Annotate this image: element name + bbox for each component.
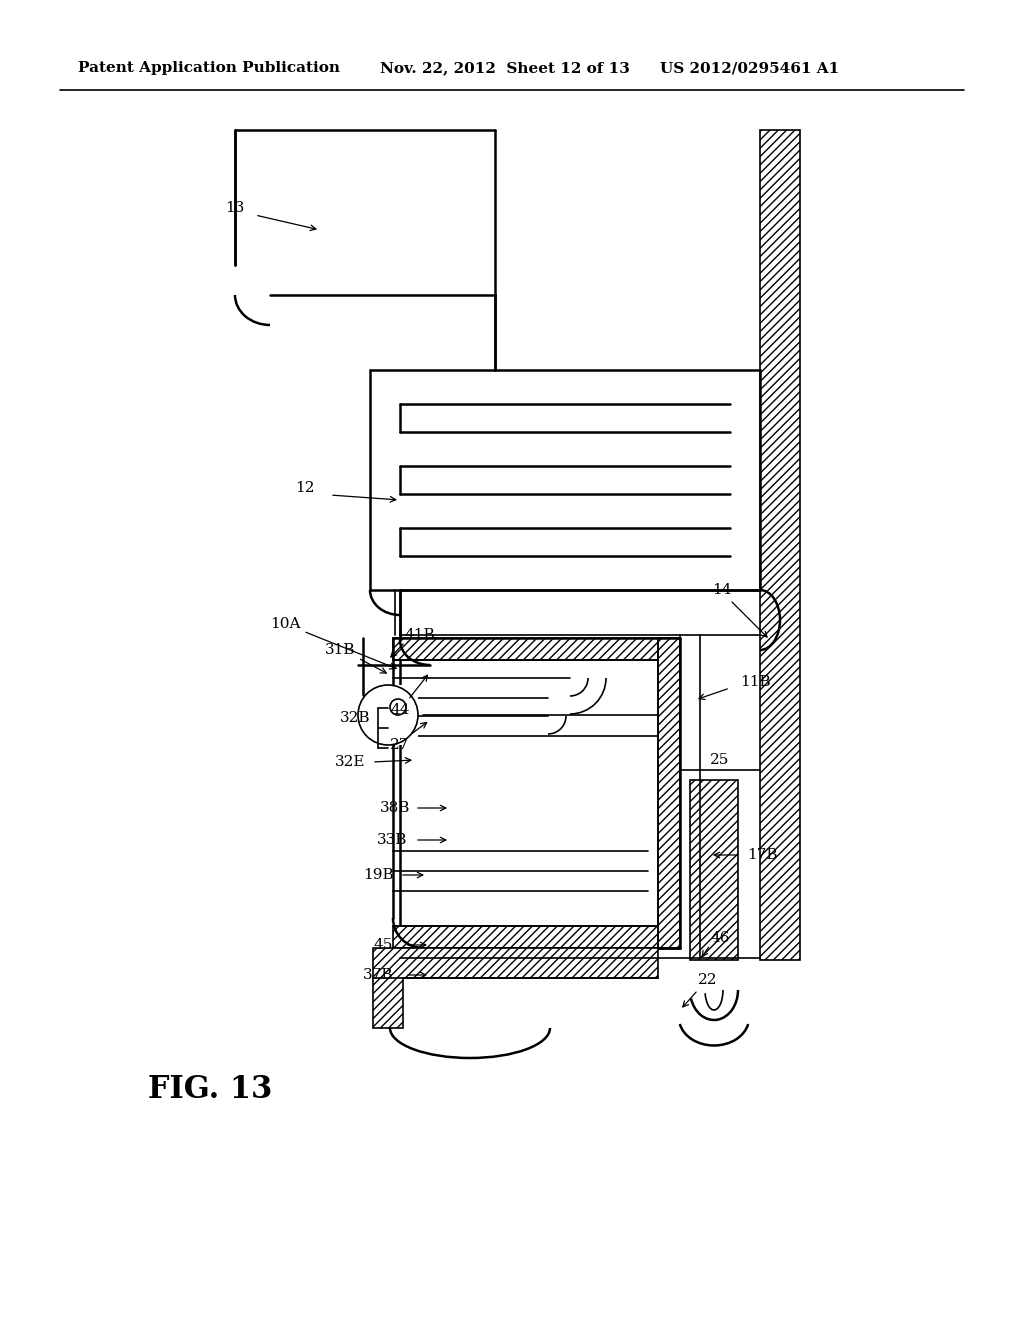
Polygon shape xyxy=(658,638,680,948)
Text: 44: 44 xyxy=(390,704,410,717)
Text: FIG. 13: FIG. 13 xyxy=(148,1074,272,1106)
Text: 27: 27 xyxy=(390,738,410,752)
Text: 32B: 32B xyxy=(340,711,371,725)
Polygon shape xyxy=(393,638,680,660)
Text: 25: 25 xyxy=(711,752,730,767)
Text: 14: 14 xyxy=(713,583,732,597)
Text: 11B: 11B xyxy=(739,675,770,689)
Text: 46: 46 xyxy=(711,931,730,945)
Polygon shape xyxy=(690,780,738,960)
Text: 45: 45 xyxy=(374,939,392,952)
Text: Patent Application Publication: Patent Application Publication xyxy=(78,61,340,75)
Text: 32E: 32E xyxy=(335,755,366,770)
Text: 41B: 41B xyxy=(404,628,435,642)
Text: 17B: 17B xyxy=(746,847,777,862)
Text: Nov. 22, 2012  Sheet 12 of 13: Nov. 22, 2012 Sheet 12 of 13 xyxy=(380,61,630,75)
Text: 12: 12 xyxy=(295,480,314,495)
Text: 31B: 31B xyxy=(325,643,355,657)
Text: 37B: 37B xyxy=(362,968,393,982)
Text: 38B: 38B xyxy=(380,801,411,814)
Text: US 2012/0295461 A1: US 2012/0295461 A1 xyxy=(660,61,840,75)
Polygon shape xyxy=(393,927,680,948)
Polygon shape xyxy=(358,685,418,744)
Polygon shape xyxy=(373,948,658,1028)
Text: 19B: 19B xyxy=(362,869,393,882)
Text: 10A: 10A xyxy=(270,616,396,669)
Text: 22: 22 xyxy=(698,973,718,987)
Text: 33B: 33B xyxy=(377,833,408,847)
Polygon shape xyxy=(760,129,800,960)
Text: 13: 13 xyxy=(225,201,245,215)
